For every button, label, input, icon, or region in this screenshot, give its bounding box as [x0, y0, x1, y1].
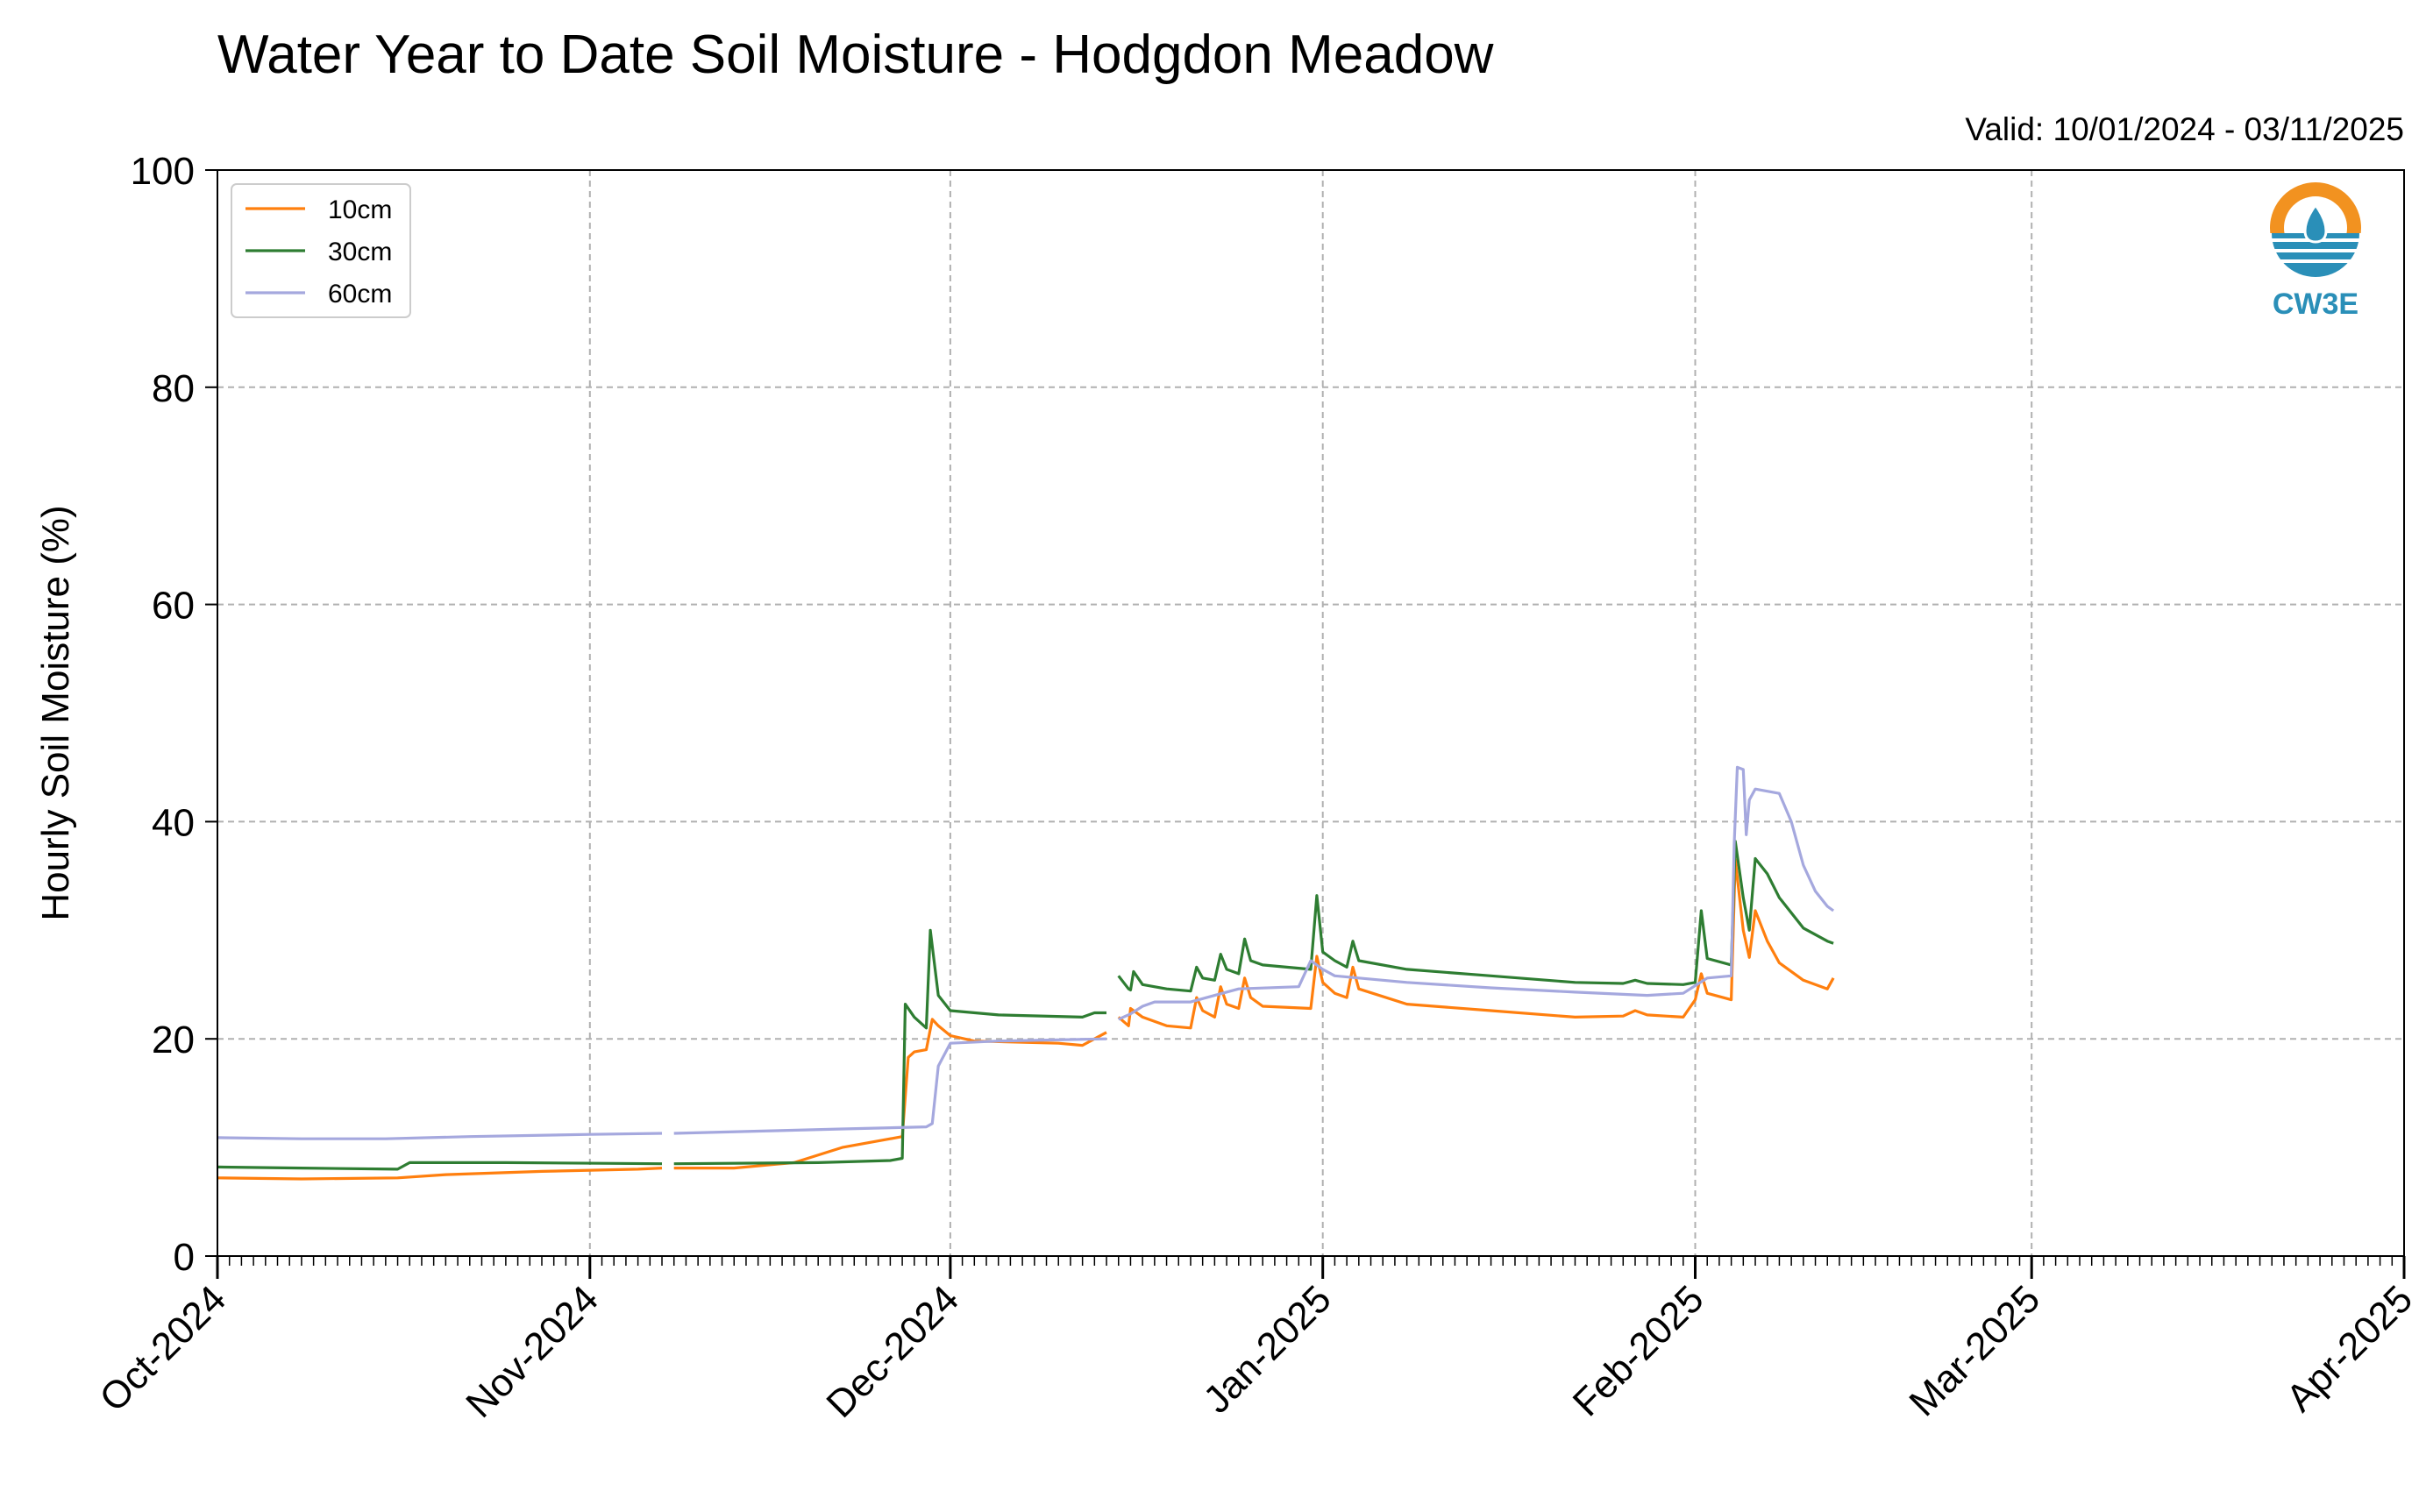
- x-tick-label: Dec-2024: [818, 1277, 967, 1426]
- y-axis-label: Hourly Soil Moisture (%): [34, 505, 77, 920]
- x-tick-label: Oct-2024: [91, 1277, 234, 1420]
- series-line-60cm: [217, 1132, 663, 1140]
- cw3e-logo: CW3E: [2268, 182, 2363, 321]
- grid-lines: [217, 170, 2404, 1256]
- chart-subtitle: Valid: 10/01/2024 - 03/11/2025: [1965, 111, 2404, 147]
- logo-drop-icon: [2303, 202, 2328, 244]
- series-line-30cm: [217, 1161, 663, 1171]
- series-line-30cm: [673, 928, 1106, 1166]
- legend-label: 30cm: [328, 238, 392, 266]
- logo-water-icon: [2272, 233, 2359, 277]
- legend-label: 10cm: [328, 195, 392, 224]
- plot-area-frame: [217, 169, 2405, 1257]
- y-tick-label: 60: [152, 585, 195, 628]
- x-tick-label: Feb-2025: [1565, 1277, 1712, 1424]
- y-tick-label: 20: [152, 1019, 195, 1061]
- logo-text: CW3E: [2273, 287, 2358, 321]
- x-tick-label: Apr-2025: [2278, 1277, 2421, 1420]
- series-line-10cm: [1117, 858, 1835, 1030]
- chart-title: Water Year to Date Soil Moisture - Hodgd…: [217, 25, 1494, 85]
- series-30cm: [217, 840, 1834, 1171]
- series-line-60cm: [1118, 765, 1835, 1021]
- series-line-10cm: [217, 1167, 663, 1181]
- legend: 10cm 30cm 60cm: [231, 183, 411, 318]
- series-line-10cm: [673, 1018, 1107, 1170]
- legend-label: 60cm: [328, 280, 392, 309]
- series-60cm: [217, 765, 1835, 1140]
- series-line-60cm: [673, 1037, 1107, 1135]
- x-tick-label: Mar-2025: [1901, 1277, 2048, 1424]
- axes: 0 20 40 60 80 100 Oct-2024 Nov-2024 Dec-2024 Jan-…: [91, 150, 2421, 1426]
- series-10cm: [217, 858, 1835, 1181]
- y-tick-label: 0: [174, 1236, 195, 1279]
- series-layer: [217, 765, 1835, 1181]
- y-tick-label: 80: [152, 367, 195, 410]
- y-tick-label: 40: [152, 801, 195, 844]
- x-tick-label: Nov-2024: [458, 1277, 607, 1426]
- y-tick-label: 100: [131, 150, 195, 193]
- series-line-30cm: [1117, 840, 1834, 993]
- x-tick-label: Jan-2025: [1195, 1277, 1339, 1421]
- legend-box: [231, 183, 411, 318]
